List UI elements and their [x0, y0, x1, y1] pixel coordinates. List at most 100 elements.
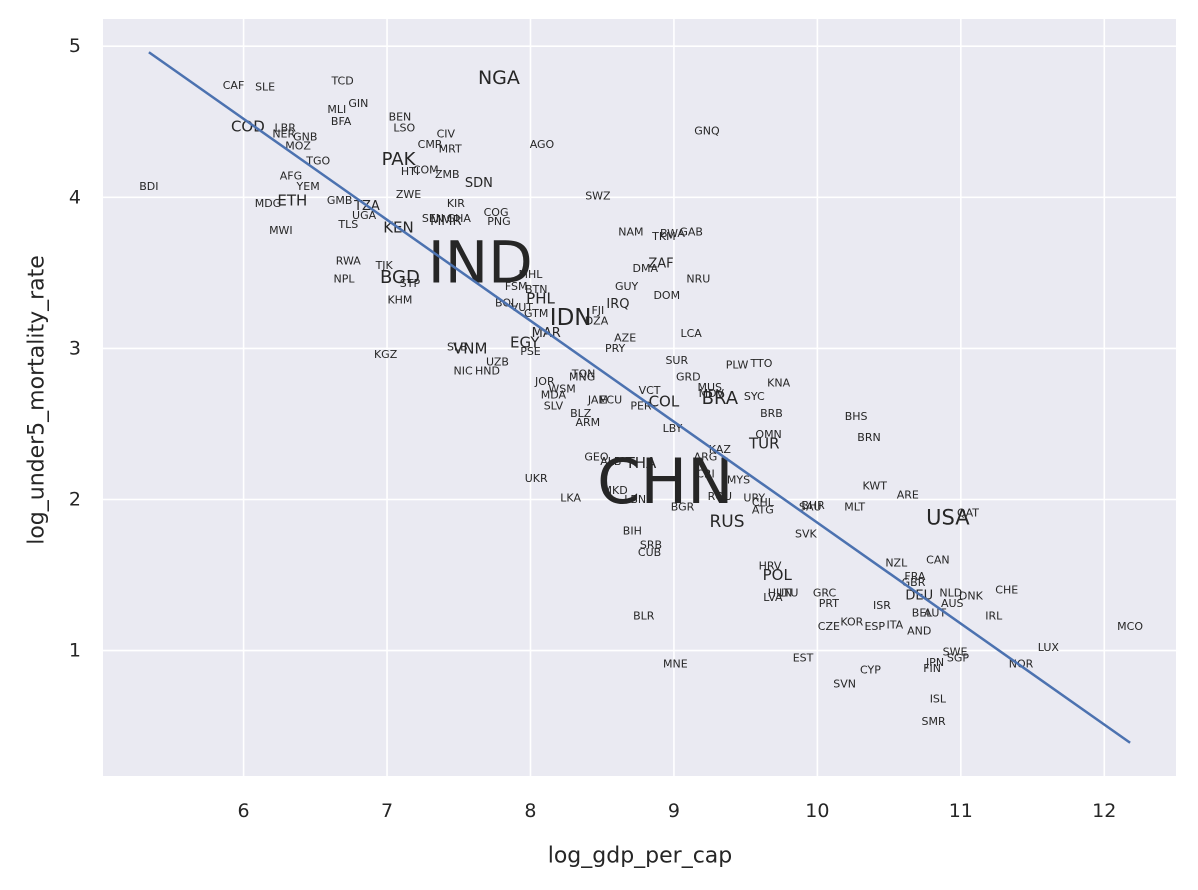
- country-label: BGR: [671, 501, 695, 514]
- y-tick-label: 1: [69, 640, 81, 662]
- country-label: JOR: [534, 375, 555, 388]
- country-label: YEM: [296, 180, 320, 193]
- country-label: BEN: [389, 111, 412, 124]
- country-label: LKA: [560, 491, 581, 504]
- country-label: BRB: [760, 407, 783, 420]
- country-label: BRN: [857, 431, 880, 444]
- country-label: GTM: [524, 307, 548, 320]
- country-label: TTO: [749, 357, 772, 370]
- country-label: MUS: [698, 381, 723, 394]
- country-label: PLW: [726, 359, 749, 372]
- country-label: MMR: [430, 214, 461, 229]
- country-label: ZMB: [435, 168, 460, 181]
- country-label: MRT: [439, 142, 462, 155]
- country-label: KNA: [767, 377, 790, 390]
- country-label: AGO: [530, 138, 555, 151]
- country-label: DOM: [653, 289, 680, 302]
- country-label: BLZ: [570, 407, 592, 420]
- country-label: ISR: [873, 599, 891, 612]
- country-label: MCO: [1117, 620, 1143, 633]
- country-label: AZE: [614, 331, 636, 344]
- country-label: SWE: [943, 646, 968, 659]
- country-label: PRY: [605, 342, 626, 355]
- country-label: IRL: [985, 609, 1003, 622]
- country-label: TUR: [748, 435, 780, 453]
- country-label: CHL: [752, 496, 775, 509]
- country-label: GIN: [348, 97, 368, 110]
- country-label: COL: [649, 392, 680, 410]
- country-label: BIH: [623, 525, 642, 538]
- country-label: SLB: [447, 340, 468, 353]
- country-label: RUS: [709, 512, 744, 532]
- x-tick-label: 11: [949, 800, 973, 822]
- country-label: KWT: [863, 479, 888, 492]
- country-label: MOZ: [285, 139, 311, 152]
- country-label: CZE: [818, 620, 840, 633]
- country-label: NIC: [453, 365, 472, 378]
- country-label: SMR: [922, 715, 946, 728]
- country-label: BFA: [331, 115, 352, 128]
- country-label: TON: [571, 368, 596, 381]
- country-label: POL: [763, 566, 793, 584]
- country-label: SAU: [799, 501, 822, 514]
- country-label: QAT: [957, 507, 979, 520]
- country-label: NPL: [333, 272, 355, 285]
- country-label: KOR: [840, 615, 863, 628]
- y-axis-label: log_under5_mortality_rate: [25, 255, 50, 545]
- country-label: HTI: [401, 165, 419, 178]
- country-label: MNG: [569, 371, 595, 384]
- country-label: NER: [272, 127, 295, 140]
- country-label: PER: [630, 399, 652, 412]
- country-label: HND: [475, 365, 500, 378]
- country-label: GNQ: [694, 124, 720, 137]
- country-label: MDG: [255, 197, 282, 210]
- country-label: AFG: [280, 170, 302, 183]
- country-label: TLS: [337, 218, 358, 231]
- country-label: KHM: [387, 294, 412, 307]
- country-label: MWI: [269, 224, 293, 237]
- country-label: COD: [231, 117, 265, 135]
- country-label: RWA: [336, 254, 361, 267]
- y-tick-label: 4: [69, 186, 81, 208]
- country-label: STP: [400, 277, 421, 290]
- country-label: DMA: [632, 262, 658, 275]
- country-label: USA: [926, 506, 970, 530]
- country-label: BRA: [702, 388, 739, 409]
- country-label: SYC: [744, 390, 765, 403]
- country-label: GBR: [902, 576, 926, 589]
- country-label: OMN: [755, 428, 781, 441]
- country-label: WSM: [548, 383, 575, 396]
- country-label: MHL: [519, 268, 544, 281]
- country-label: UKR: [525, 472, 548, 485]
- country-label: CMR: [418, 138, 443, 151]
- country-label: THA: [625, 454, 657, 472]
- country-label: MLT: [844, 501, 865, 514]
- country-label: GRC: [813, 587, 837, 600]
- country-label: LBN: [624, 493, 646, 506]
- country-label: PNG: [487, 215, 510, 228]
- trend-line: [148, 51, 1131, 744]
- country-label: JPN: [925, 656, 944, 669]
- country-label: ALB: [600, 455, 621, 468]
- country-label: MDA: [541, 389, 567, 402]
- country-label: MNE: [663, 658, 688, 671]
- x-tick-label: 8: [524, 800, 536, 822]
- country-label: LTU: [779, 587, 798, 600]
- country-label: BTN: [525, 283, 548, 296]
- country-label: ISL: [930, 692, 947, 705]
- country-label: PRT: [819, 597, 839, 610]
- country-label: TKM: [651, 230, 675, 243]
- country-label: NRU: [686, 272, 710, 285]
- country-label: ARE: [897, 488, 919, 501]
- country-label: TGO: [305, 155, 330, 168]
- country-label: BGD: [380, 267, 420, 288]
- country-label: UGA: [352, 209, 377, 222]
- country-label: SLV: [544, 399, 564, 412]
- country-label: HUN: [768, 587, 793, 600]
- country-label: LCA: [680, 327, 702, 340]
- country-label: GRD: [676, 371, 701, 384]
- country-label: SDN: [465, 176, 493, 191]
- country-label: BHR: [801, 499, 825, 512]
- country-label: BLR: [633, 609, 655, 622]
- country-label: GHA: [447, 212, 472, 225]
